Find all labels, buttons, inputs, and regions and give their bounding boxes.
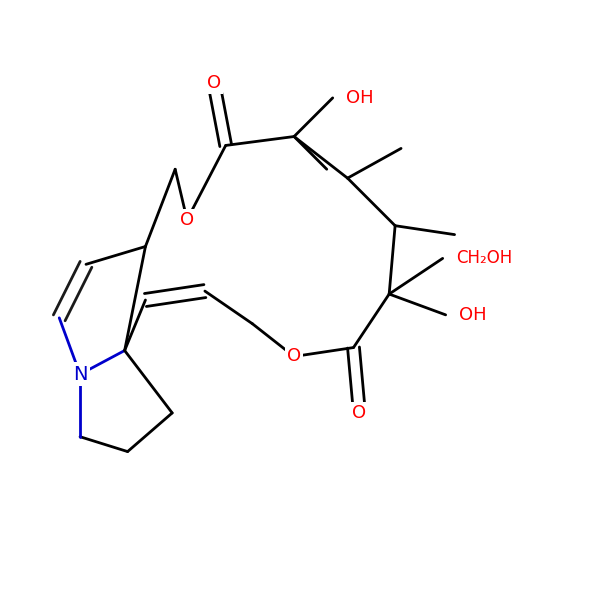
- Text: CH₂OH: CH₂OH: [456, 250, 512, 268]
- Text: OH: OH: [346, 89, 373, 107]
- Text: N: N: [73, 365, 88, 384]
- Text: OH: OH: [459, 306, 487, 324]
- Text: O: O: [352, 404, 367, 422]
- Text: O: O: [287, 347, 301, 365]
- Text: O: O: [180, 211, 194, 229]
- Text: O: O: [207, 74, 221, 92]
